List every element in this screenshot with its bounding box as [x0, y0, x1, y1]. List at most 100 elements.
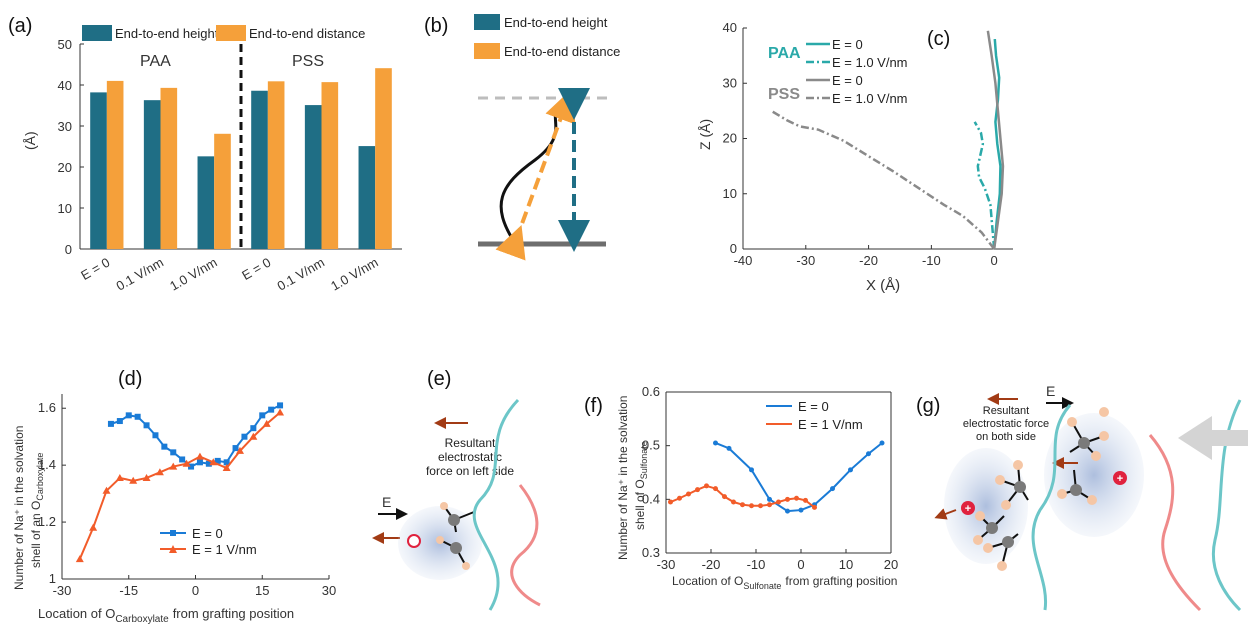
data-point: [107, 420, 114, 427]
data-point: [209, 458, 218, 466]
data-point: [879, 440, 885, 446]
legend-swatch-distance: [216, 25, 246, 41]
bar-distance: [160, 87, 178, 250]
solvation-shell-g-right: [1044, 413, 1144, 537]
data-point: [726, 445, 732, 451]
data-point: [776, 499, 781, 505]
series-line: [715, 442, 883, 513]
legend-label-height: End-to-end height: [115, 26, 219, 41]
data-point: [794, 495, 799, 501]
x-tick-label: -10: [747, 557, 766, 572]
y-tick-label-a: 0: [65, 242, 72, 257]
polymer-chain: [499, 96, 567, 244]
data-point: [196, 459, 203, 466]
legend-label-pss-e1: E = 1.0 V/nm: [832, 91, 908, 106]
x-tick-label: -10: [922, 253, 941, 268]
legend-group-paa: PAA: [768, 45, 801, 62]
data-point: [134, 413, 141, 420]
panel-c-label: (c): [927, 28, 950, 50]
x-tick-label: -20: [859, 253, 878, 268]
bar-distance: [214, 133, 231, 249]
line-chart-c: -40 -30 -20 -10 0 0 10 20 30 40: [723, 20, 1013, 268]
data-point: [75, 555, 84, 563]
data-point: [143, 422, 150, 429]
data-point: [152, 432, 159, 439]
y-tick-label: 1.4: [38, 457, 56, 472]
data-point: [249, 432, 258, 440]
panel-a-ylabel: (Å): [22, 131, 38, 150]
data-point: [277, 402, 284, 409]
data-point: [142, 473, 151, 481]
molecule-e: [436, 502, 475, 570]
data-point: [749, 503, 754, 509]
panel-f-xlabel: Location of OSulfonate from grafting posi…: [672, 574, 897, 591]
legend-swatch-distance-b: [474, 43, 500, 59]
data-point: [677, 495, 682, 501]
line-chart-f: -30 -20 -10 0 10 20 0.3 0.4 0.5 0.6: [642, 384, 898, 572]
x-tick-label: 10: [839, 557, 853, 572]
data-point: [250, 425, 257, 432]
bar-height: [197, 156, 215, 249]
bar-distance: [375, 68, 392, 249]
data-point: [232, 445, 239, 452]
data-point: [236, 446, 244, 454]
x-tick-label: -30: [796, 253, 815, 268]
group-label-pss: PSS: [292, 53, 324, 70]
x-tick-label: -30: [53, 583, 72, 598]
solvation-shell-g-left: [944, 448, 1028, 564]
paa-chain-g: [1031, 404, 1072, 611]
x-tick-label: 20: [884, 557, 898, 572]
bar-height: [143, 100, 161, 249]
data-point: [830, 486, 835, 492]
y-tick-label: 1: [49, 571, 56, 586]
legend-label-height-b: End-to-end height: [504, 15, 608, 30]
data-point: [767, 502, 772, 508]
panel-f-legend: E = 0 E = 1 V/nm: [766, 399, 863, 432]
data-point: [170, 449, 177, 456]
legend-label-distance: End-to-end distance: [249, 26, 365, 41]
panel-f-ylabel-1: Number of Na⁺ in the solvation: [616, 396, 630, 560]
atoms-g: [973, 407, 1109, 571]
panel-d-ylabel-2: shell of an OCarboxylate: [29, 453, 45, 568]
legend-label-d-e1: E = 1 V/nm: [192, 542, 257, 557]
end-to-end-distance-arrow: [495, 88, 576, 261]
data-point: [785, 496, 790, 502]
data-point: [129, 476, 138, 484]
force-text-e-1: Resultant: [445, 436, 496, 450]
x-tick-label: 30: [322, 583, 336, 598]
y-tick-label: 1.2: [38, 514, 56, 529]
data-point: [740, 502, 745, 508]
panel-c: (c) Z (Å) X (Å) PAA PSS E = 0 E = 1.0 V/…: [697, 20, 1013, 294]
data-point: [222, 464, 231, 471]
panel-a-label: (a): [8, 15, 32, 37]
data-point: [262, 419, 271, 427]
line-chart-d: -30 -15 0 15 30 1 1.2 1.4 1.6: [38, 394, 336, 598]
y-tick-label: 40: [723, 20, 737, 35]
x-tick-label: -20: [702, 557, 721, 572]
data-point: [161, 443, 168, 450]
ion-force-arrow-g-left: [934, 508, 957, 520]
x-tick-label-a: E = 0: [239, 255, 273, 283]
panel-a: (a) End-to-end height End-to-end distanc…: [8, 15, 402, 294]
force-text-e-2: electrostatic: [438, 450, 502, 464]
data-point: [866, 451, 871, 457]
panel-g-label: (g): [916, 395, 940, 417]
panel-b: (b) End-to-end height End-to-end distanc…: [424, 14, 620, 261]
data-point: [798, 507, 804, 513]
bar-distance: [267, 81, 285, 249]
data-point: [268, 406, 275, 413]
series-line: [986, 30, 1005, 250]
legend-swatch-height: [82, 25, 112, 41]
bar-distance: [321, 82, 339, 249]
bar-height: [251, 90, 268, 250]
panel-d-ylabel-1: Number of Na⁺ in the solvation: [12, 426, 26, 590]
data-point: [205, 460, 212, 467]
data-point: [195, 452, 204, 460]
panel-d: (d) Number of Na⁺ in the solvation shell…: [12, 368, 336, 625]
y-tick-label: 0.6: [642, 384, 660, 399]
legend-label-f-e0: E = 0: [798, 399, 829, 414]
na-ion-icon-g-right: [1113, 471, 1127, 485]
panel-f: (f) Number of Na⁺ in the solvation shell…: [584, 384, 898, 591]
series-line: [973, 121, 996, 250]
